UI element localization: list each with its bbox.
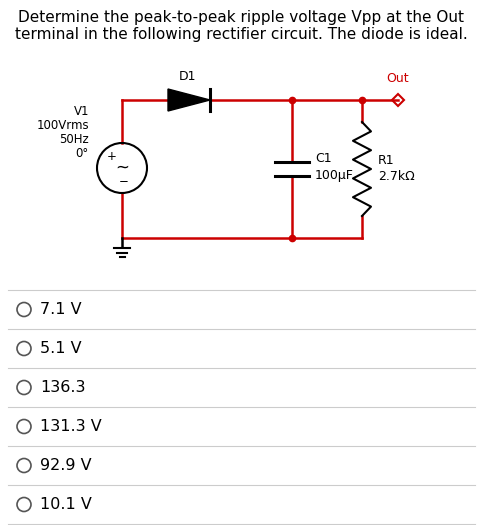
Text: +: + — [107, 150, 117, 163]
Text: 50Hz: 50Hz — [59, 133, 89, 146]
Text: Out: Out — [387, 72, 409, 85]
Text: −: − — [119, 174, 129, 187]
Text: V1: V1 — [73, 105, 89, 118]
Text: 136.3: 136.3 — [40, 380, 85, 395]
Text: 92.9 V: 92.9 V — [40, 458, 92, 473]
Text: 2.7kΩ: 2.7kΩ — [378, 171, 415, 184]
Text: 0°: 0° — [76, 147, 89, 160]
Polygon shape — [168, 89, 210, 111]
Text: Determine the peak-to-peak ripple voltage Vpp at the Out: Determine the peak-to-peak ripple voltag… — [18, 10, 464, 25]
Text: ~: ~ — [115, 159, 129, 177]
Text: 7.1 V: 7.1 V — [40, 302, 82, 317]
Text: 100μF: 100μF — [315, 169, 354, 182]
Text: 100Vrms: 100Vrms — [36, 119, 89, 132]
Text: C1: C1 — [315, 152, 332, 165]
Text: 131.3 V: 131.3 V — [40, 419, 102, 434]
Text: R1: R1 — [378, 154, 395, 167]
Text: 10.1 V: 10.1 V — [40, 497, 92, 512]
Text: D1: D1 — [178, 70, 196, 83]
Text: terminal in the following rectifier circuit. The diode is ideal.: terminal in the following rectifier circ… — [14, 27, 468, 42]
Text: 5.1 V: 5.1 V — [40, 341, 82, 356]
